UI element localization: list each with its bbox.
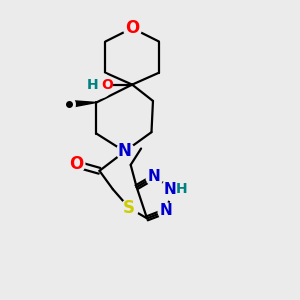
Polygon shape xyxy=(71,101,97,107)
Text: H: H xyxy=(176,182,187,196)
Text: O: O xyxy=(69,155,83,173)
Text: N: N xyxy=(148,169,161,184)
Text: N: N xyxy=(164,182,176,197)
Text: O: O xyxy=(125,19,139,37)
Text: N: N xyxy=(160,203,173,218)
Text: S: S xyxy=(123,199,135,217)
Text: H: H xyxy=(86,78,98,92)
Text: O: O xyxy=(101,78,113,92)
Text: N: N xyxy=(118,142,132,160)
